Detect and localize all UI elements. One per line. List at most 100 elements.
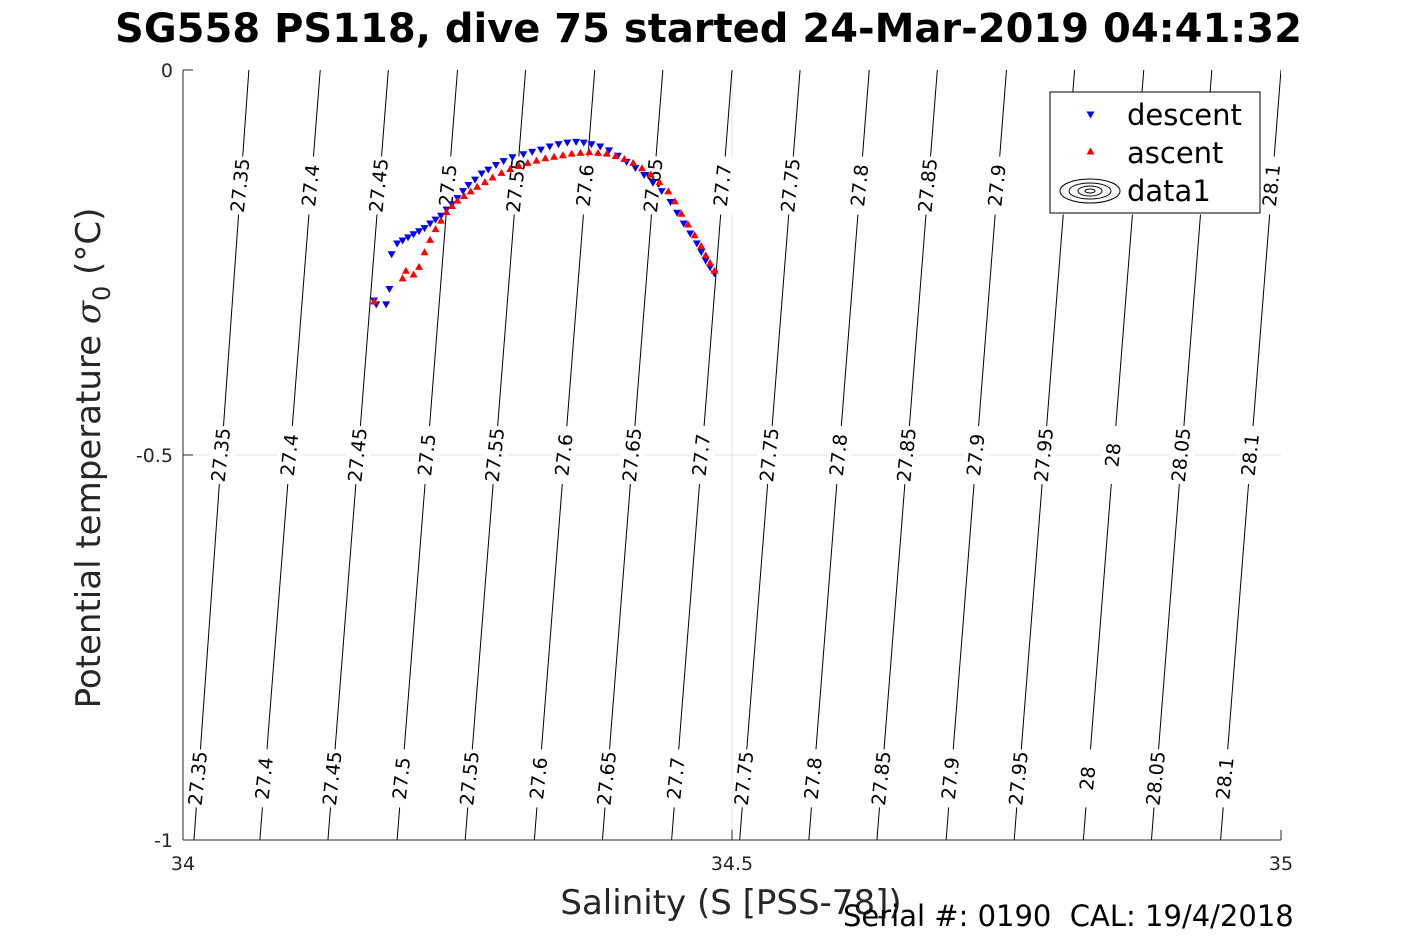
contour-label-bg bbox=[299, 156, 324, 215]
contour-label-bg bbox=[664, 749, 689, 808]
descent-point bbox=[666, 198, 675, 206]
contour-label-bg bbox=[367, 156, 392, 215]
contour-label: 28 bbox=[1076, 765, 1100, 791]
ascent-point bbox=[706, 259, 715, 266]
descent-point bbox=[398, 237, 407, 245]
contour-label-bg bbox=[389, 749, 414, 808]
contour-label-bg bbox=[346, 426, 371, 484]
contour-label-bg bbox=[209, 426, 234, 484]
contour-label-bg bbox=[757, 426, 782, 484]
contour-label-bg bbox=[595, 749, 620, 808]
descent-point bbox=[404, 234, 413, 242]
descent-point bbox=[420, 225, 429, 233]
contour-label-bg bbox=[620, 426, 645, 484]
contour-label-bg bbox=[1169, 426, 1194, 484]
contour-label: 27.6 bbox=[551, 433, 577, 477]
ascent-point bbox=[460, 192, 469, 200]
ascent-point bbox=[646, 170, 655, 178]
ascent-point bbox=[398, 274, 407, 282]
points-layer bbox=[370, 138, 719, 309]
descent-point bbox=[464, 182, 473, 189]
contour-label-bg bbox=[779, 156, 804, 215]
x-axis-label: Salinity (S [PSS-78]) bbox=[560, 883, 901, 923]
contour-label-bg bbox=[252, 749, 277, 808]
descent-point bbox=[499, 158, 508, 166]
contour-label-bg bbox=[848, 156, 873, 215]
descent-point bbox=[673, 209, 682, 217]
ascent-point bbox=[409, 270, 418, 278]
ascent-point bbox=[437, 216, 446, 224]
ascent-point bbox=[655, 178, 664, 186]
descent-point bbox=[528, 148, 537, 156]
contour-label-bg bbox=[1144, 749, 1169, 808]
contour-label-bg bbox=[732, 749, 757, 808]
contour-label-bg bbox=[641, 156, 666, 215]
contour-label: 27.7 bbox=[663, 756, 689, 800]
descent-point bbox=[385, 285, 394, 293]
y-tick-label: -0.5 bbox=[136, 445, 173, 467]
contour-label-bg bbox=[527, 749, 552, 808]
contour-label: 27.7 bbox=[710, 163, 736, 207]
contour-label-bg bbox=[1032, 426, 1057, 484]
descent-point bbox=[587, 141, 596, 149]
contour-label-bg bbox=[552, 426, 577, 484]
descent-point bbox=[631, 165, 640, 173]
descent-point bbox=[409, 231, 418, 239]
descent-point bbox=[697, 248, 706, 256]
descent-point bbox=[519, 151, 528, 159]
legend-ascent-label: ascent bbox=[1127, 136, 1223, 170]
ascent-point bbox=[701, 251, 710, 259]
descent-point bbox=[657, 188, 666, 196]
legend-contour-icon bbox=[1059, 178, 1121, 204]
ascent-point bbox=[480, 178, 489, 186]
contour-label: 27.9 bbox=[938, 756, 964, 800]
descent-point bbox=[706, 264, 715, 272]
contour-label-bg bbox=[320, 749, 345, 808]
descent-point bbox=[415, 228, 424, 236]
contour-label: 27.8 bbox=[801, 756, 827, 800]
descent-point bbox=[648, 179, 657, 187]
contour-label: 28.1 bbox=[1259, 163, 1285, 207]
legend-data1-label: data1 bbox=[1127, 174, 1211, 208]
descent-point bbox=[640, 171, 649, 179]
legend: descent ascent data1 bbox=[1049, 91, 1261, 214]
ascent-point bbox=[497, 168, 506, 176]
ascent-point bbox=[370, 297, 379, 305]
ascent-point bbox=[629, 158, 638, 166]
descent-point bbox=[536, 146, 545, 154]
ascent-point bbox=[594, 148, 603, 156]
y-axis-label-text: Potential temperature bbox=[69, 324, 109, 708]
contour-label: 28.1 bbox=[1212, 756, 1238, 800]
contour-label-bg bbox=[895, 426, 920, 484]
legend-ascent-marker bbox=[1086, 147, 1095, 155]
ascent-point bbox=[420, 248, 429, 256]
ascent-point bbox=[558, 151, 567, 159]
descent-point bbox=[426, 220, 435, 228]
contour-label-bg bbox=[1213, 749, 1238, 808]
contour-label-bg bbox=[436, 156, 461, 215]
ascent-point bbox=[488, 173, 497, 181]
contour-label: 27.6 bbox=[573, 163, 599, 207]
contour-label: 27.8 bbox=[826, 433, 852, 477]
y-axis-label-sigma: σ bbox=[69, 300, 109, 324]
ascent-point bbox=[611, 151, 620, 159]
descent-point bbox=[458, 188, 467, 196]
contour-label-bg bbox=[1076, 749, 1101, 808]
y-axis-label: Potential temperature σ0 (°C) bbox=[69, 208, 116, 709]
ascent-point bbox=[585, 148, 594, 156]
ascent-point bbox=[473, 182, 482, 190]
contour-label: 27.4 bbox=[298, 163, 324, 207]
ascent-point bbox=[710, 266, 719, 274]
contour-label-bg bbox=[458, 749, 483, 808]
descent-point bbox=[679, 220, 688, 228]
contour-label-bg bbox=[938, 749, 963, 808]
contour-label-bg bbox=[1238, 426, 1263, 484]
ascent-point bbox=[426, 235, 435, 243]
contour-label: 27.5 bbox=[414, 433, 440, 477]
descent-point bbox=[477, 170, 486, 178]
descent-point bbox=[596, 143, 605, 151]
ascent-point bbox=[442, 208, 451, 216]
legend-descent-label: descent bbox=[1127, 98, 1242, 132]
ascent-point bbox=[541, 154, 550, 162]
